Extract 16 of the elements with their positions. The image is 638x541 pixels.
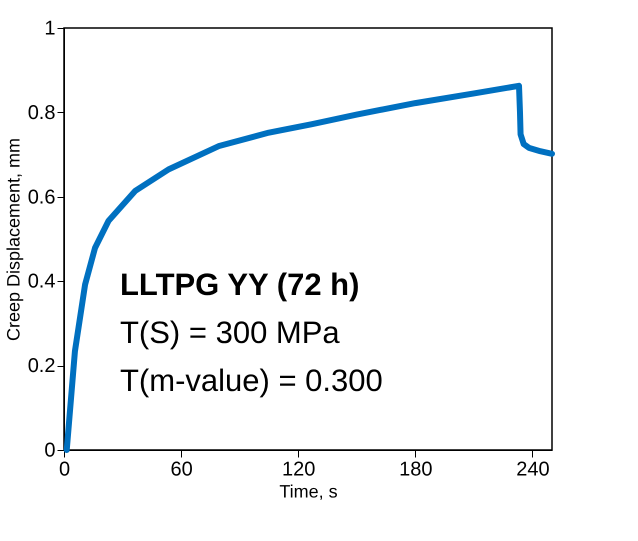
y-tick-label: 1: [44, 18, 56, 40]
x-tick-label: 60: [170, 458, 193, 480]
annotation: LLTPG YY (72 h): [120, 267, 360, 302]
annotation: T(m-value) = 0.300: [120, 363, 383, 398]
x-tick-label: 240: [516, 458, 550, 480]
annotation: T(S) = 300 MPa: [120, 315, 340, 350]
y-tick-label: 0: [44, 440, 56, 462]
y-tick-label: 0.6: [28, 186, 56, 208]
x-tick-label: 180: [399, 458, 433, 480]
x-tick-label: 120: [282, 458, 316, 480]
y-tick-label: 0.8: [28, 102, 56, 124]
y-axis-title: Creep Displacement, mm: [4, 138, 24, 342]
y-tick-label: 0.4: [28, 270, 56, 293]
x-axis-title: Time, s: [279, 482, 338, 502]
x-tick-label: 0: [58, 458, 70, 480]
y-tick-label: 0.2: [28, 355, 56, 378]
